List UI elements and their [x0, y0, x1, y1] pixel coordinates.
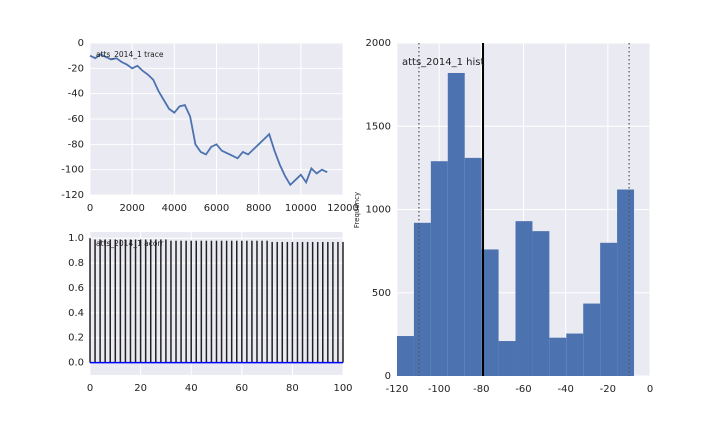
y-tick-label: 1500	[366, 121, 391, 132]
y-tick-label: 0.0	[68, 358, 84, 369]
hist-bar	[447, 72, 465, 376]
subplot-title: atts_2014_1 hist	[402, 57, 484, 68]
trace-line	[89, 53, 328, 187]
hist-bar	[600, 242, 618, 376]
hist-bar	[515, 221, 533, 376]
y-tick-label: 0.8	[68, 258, 84, 269]
y-tick-label: 0.6	[68, 283, 84, 294]
x-tick-label: -120	[386, 384, 409, 395]
x-tick-label: 40	[185, 383, 198, 394]
subplot-title: atts_2014_1 trace	[96, 50, 164, 59]
hist-bar	[430, 161, 448, 376]
y-tick-label: -40	[68, 89, 84, 100]
x-tick-label: 0	[647, 384, 653, 395]
x-tick-label: 10000	[285, 203, 317, 214]
hist-bar	[566, 333, 584, 376]
y-tick-label: 0	[385, 371, 391, 382]
x-tick-label: 4000	[162, 203, 187, 214]
y-tick-label: 1.0	[68, 233, 84, 244]
x-tick-label: 0	[87, 383, 93, 394]
x-tick-label: -80	[473, 384, 489, 395]
y-tick-label: 500	[372, 288, 391, 299]
y-tick-label: 0	[78, 38, 84, 49]
x-tick-label: 6000	[204, 203, 229, 214]
y-tick-label: 1000	[366, 205, 391, 216]
y-tick-label: 0.2	[68, 333, 84, 344]
x-tick-label: -40	[557, 384, 573, 395]
x-tick-label: 2000	[119, 203, 144, 214]
y-tick-label: 2000	[366, 38, 391, 49]
x-tick-label: 0	[87, 203, 93, 214]
x-tick-label: 60	[235, 383, 248, 394]
hist-bar	[532, 231, 550, 376]
y-tick-label: -60	[68, 114, 84, 125]
y-axis-label: Frequency	[353, 192, 361, 228]
hist-bar	[397, 336, 414, 376]
x-tick-label: -100	[428, 384, 451, 395]
x-tick-label: 100	[333, 383, 352, 394]
x-tick-label: 20	[134, 383, 147, 394]
hist-bar	[481, 249, 499, 376]
y-tick-label: -100	[61, 165, 84, 176]
y-tick-label: 0.4	[68, 308, 84, 319]
x-tick-label: 12000	[327, 203, 359, 214]
hist-bar	[617, 189, 635, 376]
y-tick-label: -80	[68, 139, 84, 150]
hist-bar	[464, 157, 482, 376]
subplot-title: atts_2014_1 acorr	[96, 239, 164, 248]
y-tick-label: -20	[68, 63, 84, 74]
x-tick-label: 8000	[246, 203, 271, 214]
x-tick-label: -20	[600, 384, 616, 395]
hist-bar	[583, 303, 601, 376]
hist-bar	[498, 341, 516, 376]
hist-bar	[549, 337, 567, 376]
hist-bar	[413, 222, 431, 376]
y-tick-label: -120	[61, 190, 84, 201]
x-tick-label: 80	[286, 383, 299, 394]
x-tick-label: -60	[515, 384, 531, 395]
